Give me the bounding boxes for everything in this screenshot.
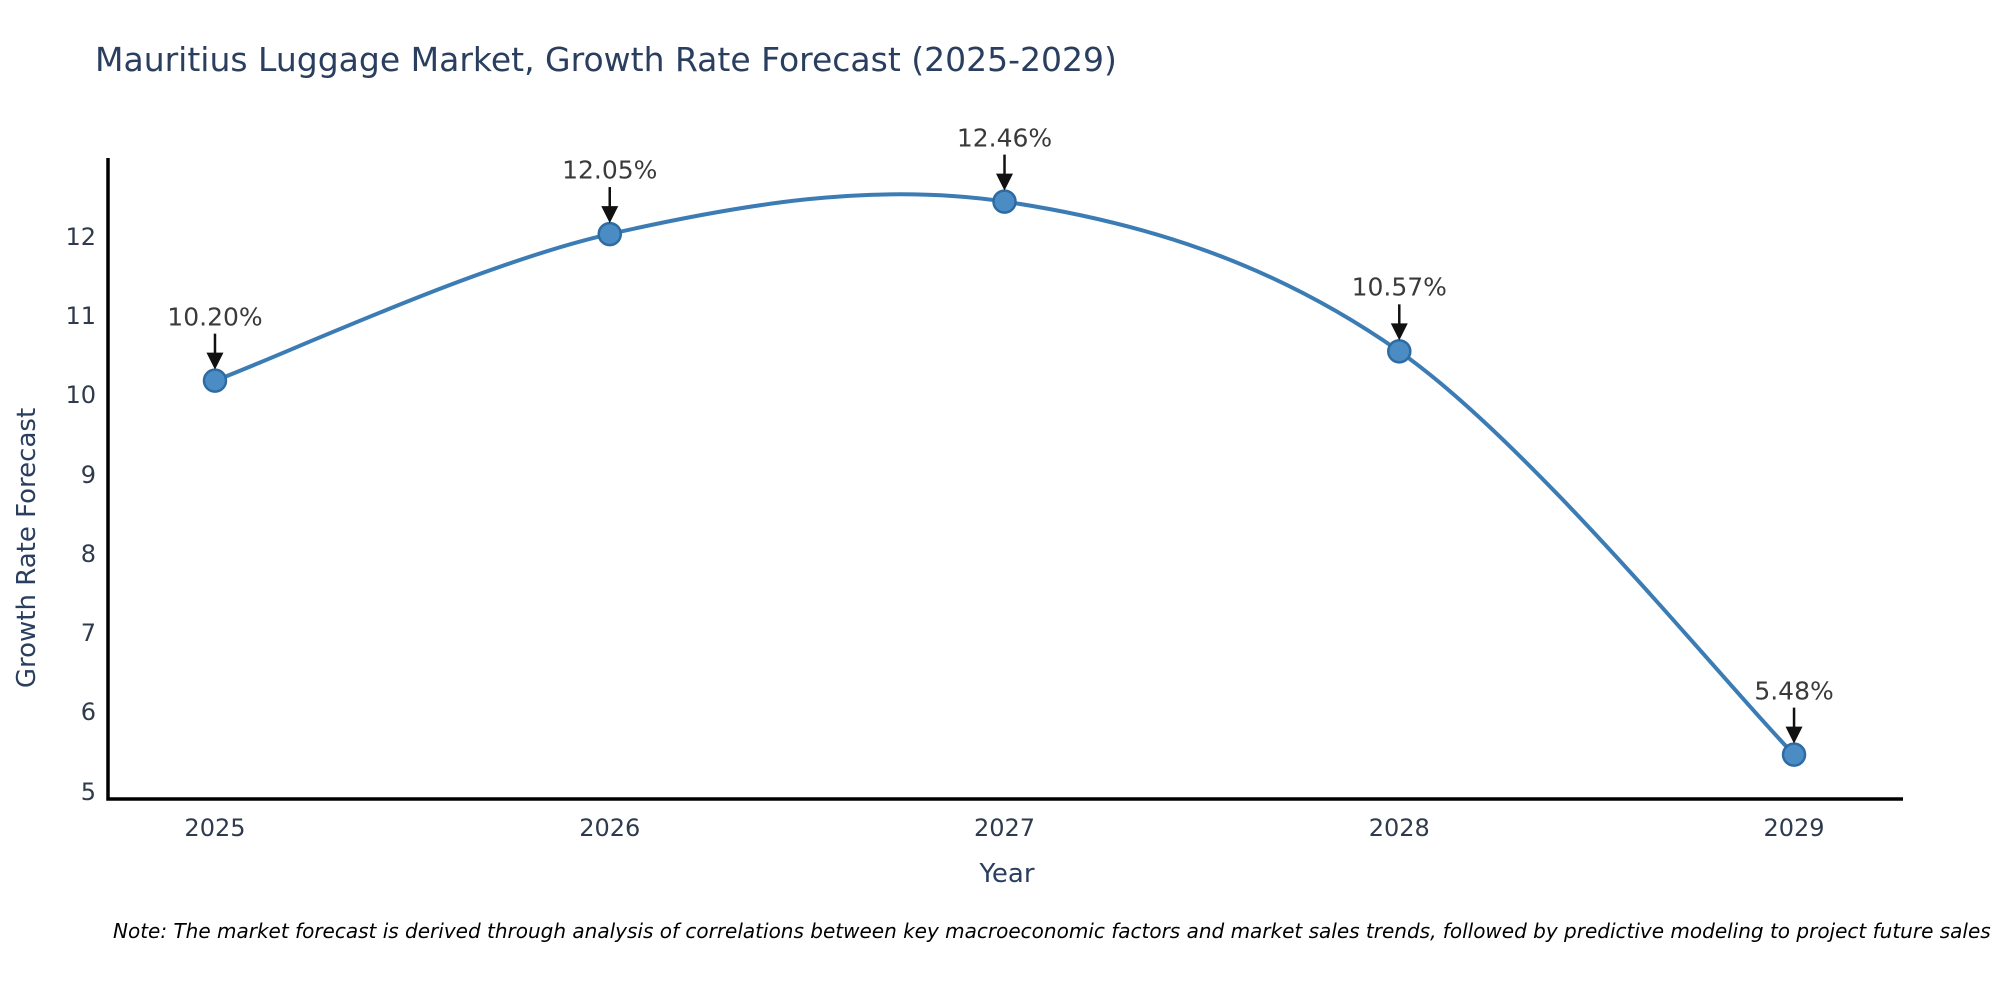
y-tick-label: 8 xyxy=(80,539,96,568)
y-tick-label: 12 xyxy=(65,222,96,251)
y-tick-label: 11 xyxy=(65,302,96,331)
trend-line xyxy=(214,192,1796,757)
y-tick-label: 10 xyxy=(65,381,96,410)
x-tick-label: 2028 xyxy=(1368,814,1430,842)
x-tick-label: 2026 xyxy=(579,814,641,842)
data-point-marker xyxy=(992,189,1017,214)
data-point-marker xyxy=(597,221,622,247)
y-tick-label: 5 xyxy=(80,777,96,806)
x-tick-label: 2029 xyxy=(1763,814,1825,842)
point-annotation-label: 5.48% xyxy=(1754,676,1834,706)
x-axis-title: Year xyxy=(979,859,1035,889)
data-point-marker xyxy=(1387,339,1412,364)
chart-title: Mauritius Luggage Market, Growth Rate Fo… xyxy=(95,40,1117,79)
annotation-arrow-head xyxy=(206,352,224,370)
point-annotation-label: 10.20% xyxy=(167,302,263,332)
annotation-arrow-head xyxy=(1785,726,1803,744)
point-annotation-label: 12.46% xyxy=(956,123,1053,153)
x-tick-label: 2027 xyxy=(973,814,1036,842)
x-tick-label: 2025 xyxy=(184,814,246,842)
annotation-arrow-head xyxy=(601,206,619,224)
footnote: Note: The market forecast is derived thr… xyxy=(113,919,1991,943)
y-tick-label: 7 xyxy=(80,619,96,648)
data-point-marker xyxy=(202,368,228,393)
annotation-arrow-head xyxy=(1390,323,1408,341)
y-tick-label: 9 xyxy=(80,460,96,489)
point-annotation-label: 10.57% xyxy=(1351,272,1447,302)
data-point-marker xyxy=(1781,742,1807,767)
point-annotation-label: 12.05% xyxy=(562,155,658,185)
y-tick-label: 6 xyxy=(80,698,96,727)
axis-spines xyxy=(106,158,1903,801)
annotation-arrow-head xyxy=(996,173,1014,191)
